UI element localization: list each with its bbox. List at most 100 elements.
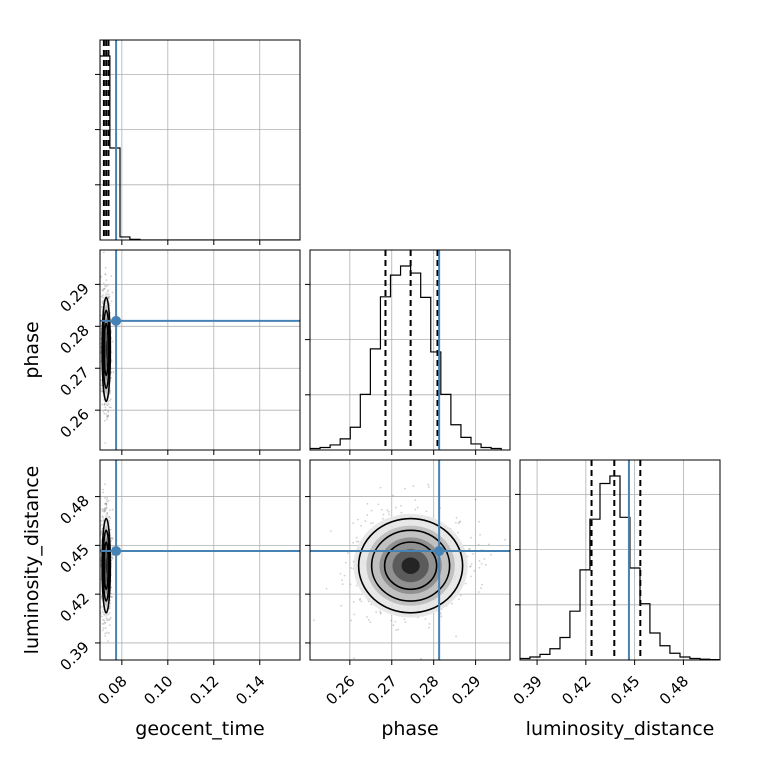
scatter-point [104, 273, 107, 276]
scatter-point [105, 502, 108, 505]
scatter-point [412, 485, 415, 487]
y-tick-label: 0.48 [56, 492, 92, 528]
density-contour [103, 541, 110, 591]
scatter-point [107, 415, 110, 417]
scatter-point [400, 511, 403, 514]
scatter-point [107, 411, 110, 413]
scatter-point [106, 500, 108, 503]
scatter-point [395, 506, 397, 509]
scatter-point [107, 409, 110, 412]
scatter-point [360, 600, 363, 603]
scatter-point [110, 377, 113, 379]
scatter-point [101, 403, 104, 406]
scatter-point [349, 583, 352, 586]
scatter-point [101, 510, 104, 512]
histogram-step [520, 475, 720, 660]
scatter-point [104, 632, 107, 635]
scatter-point [379, 610, 381, 613]
scatter-point [101, 611, 104, 613]
scatter-point [104, 408, 107, 411]
scatter-point [340, 604, 343, 607]
scatter-point [103, 507, 106, 510]
x-tick-label: 0.45 [607, 672, 643, 708]
scatter-point [107, 500, 110, 502]
scatter-point [101, 622, 104, 625]
scatter-point [104, 266, 107, 269]
density-shade [105, 557, 107, 574]
scatter-point [480, 562, 483, 565]
scatter-point [105, 631, 108, 634]
scatter-point [104, 507, 107, 510]
scatter-point [377, 503, 380, 506]
scatter-point [102, 289, 105, 292]
scatter-point [106, 284, 109, 287]
scatter-point [104, 496, 106, 499]
scatter-point [100, 379, 102, 381]
scatter-point [474, 498, 477, 501]
scatter-point [100, 597, 103, 600]
scatter-point [104, 406, 107, 409]
scatter-point [104, 409, 107, 411]
scatter-point [357, 518, 359, 521]
scatter-point [346, 552, 349, 555]
scatter-point [103, 287, 106, 290]
y-tick-label: 0.26 [56, 405, 92, 441]
scatter-point [109, 602, 112, 605]
scatter-point [470, 536, 472, 539]
scatter-point [104, 284, 107, 287]
scatter-point [105, 502, 108, 505]
scatter-point [487, 543, 490, 546]
scatter-point [106, 416, 109, 419]
y-axis-label-phase: phase [21, 321, 43, 378]
scatter-point [107, 414, 109, 417]
scatter-point [464, 582, 467, 585]
scatter-point [450, 602, 453, 605]
scatter-point [106, 618, 109, 621]
scatter-point [105, 413, 107, 415]
scatter-point [109, 616, 112, 619]
density-contour [101, 517, 112, 614]
scatter-point [97, 381, 99, 383]
scatter-point [109, 406, 112, 409]
scatter-point [100, 305, 103, 308]
scatter-point [100, 615, 103, 618]
scatter-point [102, 288, 105, 290]
scatter-point [107, 296, 110, 299]
scatter-point [457, 522, 460, 524]
scatter-point [366, 502, 369, 505]
scatter-point [355, 584, 358, 587]
scatter-point [102, 508, 105, 511]
scatter-point [457, 598, 460, 601]
x-tick-label: 0.42 [558, 672, 594, 708]
panel-content [520, 460, 720, 660]
density-contour [370, 529, 451, 602]
scatter-point [101, 508, 104, 511]
scatter-point [366, 514, 369, 516]
scatter-point [100, 275, 102, 278]
density-contour [101, 296, 112, 403]
scatter-point [353, 613, 356, 616]
y-tick-label: 0.28 [56, 321, 92, 357]
panel-content [97, 250, 300, 450]
scatter-point [428, 626, 430, 629]
scatter-point [100, 531, 103, 534]
scatter-point [358, 599, 361, 601]
scatter-point [97, 569, 99, 571]
density-shade [105, 340, 107, 359]
scatter-point [344, 561, 347, 564]
scatter-point [367, 619, 370, 621]
x-axis-label-luminosity_distance: luminosity_distance [526, 718, 715, 740]
scatter-point [110, 275, 113, 278]
scatter-point [111, 556, 114, 559]
scatter-point [369, 621, 372, 624]
scatter-point [470, 563, 473, 565]
scatter-point [103, 619, 106, 622]
panel-content [310, 250, 510, 450]
scatter-point [110, 592, 112, 595]
scatter-point [103, 419, 106, 422]
scatter-point [108, 619, 111, 622]
scatter-point [369, 522, 372, 525]
scatter-point [106, 496, 109, 499]
scatter-point [103, 510, 106, 513]
y-axis-label-luminosity_distance: luminosity_distance [21, 466, 43, 655]
